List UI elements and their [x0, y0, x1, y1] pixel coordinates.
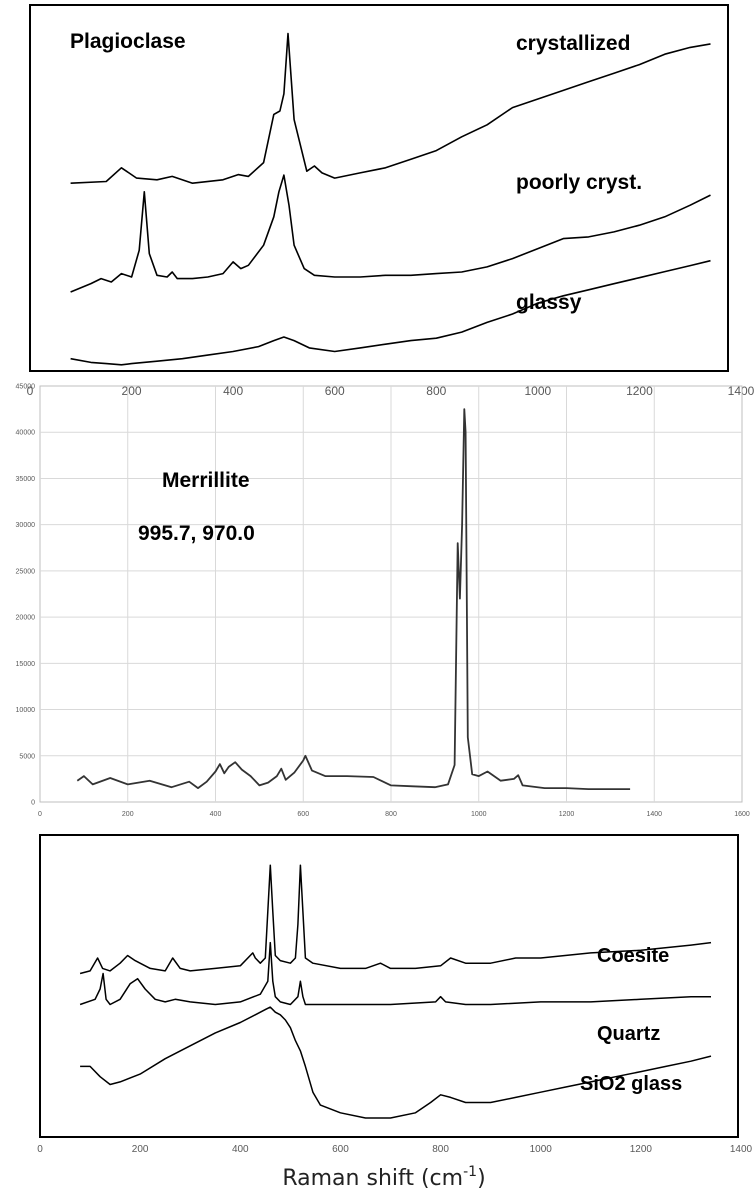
series-line-merrillite — [76, 408, 631, 790]
y-tick-label: 35000 — [16, 476, 36, 483]
x-tick-label: 1000 — [471, 811, 487, 818]
series-line-sio2-glass — [80, 1006, 712, 1119]
x-tick-label: 1000 — [530, 1144, 553, 1155]
x-axis-title-close: ) — [477, 1166, 486, 1191]
x-axis-title-sup: -1 — [463, 1164, 477, 1180]
plagioclase-plot-frame — [29, 4, 729, 372]
y-tick-label: 40000 — [16, 430, 36, 437]
series-line-crystallized — [70, 32, 711, 184]
x-tick-label: 200 — [122, 811, 134, 818]
y-tick-label: 30000 — [16, 522, 36, 529]
x-tick-label: 600 — [332, 1144, 349, 1155]
y-tick-label: 0 — [31, 800, 35, 807]
x-tick-label: 0 — [38, 811, 42, 818]
merrillite-series — [76, 408, 631, 790]
quartz-label: Quartz — [597, 1023, 660, 1045]
sio2-glass-label: SiO2 glass — [580, 1073, 682, 1095]
merrillite-panel: 0 200 400 600 800 1000 1200 1400 160005000100001… — [16, 384, 750, 819]
x-tick-label: 1200 — [559, 811, 575, 818]
sio2-series — [79, 864, 712, 1119]
y-tick-label: 25000 — [16, 568, 36, 575]
x-axis-title-main: Raman shift (cm — [282, 1166, 463, 1191]
y-tick-label: 15000 — [16, 661, 36, 668]
x-tick-label: 600 — [325, 384, 345, 398]
sio2-panel: 0 200 400 600 800 1000 1200 1400 Coesite Quartz… — [37, 834, 753, 1155]
x-tick-label: 800 — [426, 384, 446, 398]
x-tick-label: 800 — [385, 811, 397, 818]
x-tick-label: 200 — [132, 1144, 149, 1155]
plagioclase-series — [70, 32, 711, 366]
crystallized-label: crystallized — [516, 32, 630, 55]
plagioclase-label: Plagioclase — [70, 30, 186, 53]
x-tick-label: 400 — [223, 384, 243, 398]
poorly-cryst-label: poorly cryst. — [516, 171, 642, 194]
y-tick-label: 5000 — [19, 753, 35, 760]
series-line-coesite — [79, 864, 712, 975]
sio2-plot-frame — [39, 834, 739, 1138]
x-tick-label: 0 — [37, 1144, 43, 1155]
x-tick-label: 400 — [232, 1144, 249, 1155]
x-tick-label: 400 — [210, 811, 222, 818]
x-tick-label: 800 — [432, 1144, 449, 1155]
glassy-label: glassy — [516, 291, 582, 314]
x-tick-label: 0 — [27, 384, 34, 398]
x-tick-label: 1600 — [734, 811, 750, 818]
x-axis-title: Raman shift (cm-1) — [282, 1164, 485, 1191]
coesite-label: Coesite — [597, 945, 669, 967]
series-line-quartz — [79, 941, 711, 1006]
x-tick-label: 200 — [122, 384, 142, 398]
merrillite-label: Merrillite — [162, 469, 250, 492]
y-tick-label: 10000 — [16, 707, 36, 714]
y-tick-label: 45000 — [16, 384, 36, 391]
x-tick-label: 600 — [297, 811, 309, 818]
sio2-x-ticks: 0 200 400 600 800 1000 1200 1400 — [37, 1144, 752, 1155]
merrillite-peaks-label: 995.7, 970.0 — [138, 522, 255, 545]
plagioclase-panel: 0 200 400 600 800 1000 1200 1400 Plagioclase cr… — [27, 4, 755, 398]
merrillite-gridlines — [40, 386, 742, 802]
merrillite-ticks: 0 200 400 600 800 1000 1200 1400 160005000100001… — [16, 384, 750, 819]
y-tick-label: 20000 — [16, 615, 36, 622]
x-tick-label: 1400 — [730, 1144, 753, 1155]
plagioclase-x-ticks: 0 200 400 600 800 1000 1200 1400 — [27, 384, 755, 398]
x-tick-label: 1400 — [728, 384, 755, 398]
x-tick-label: 1200 — [626, 384, 653, 398]
x-tick-label: 1200 — [630, 1144, 653, 1155]
x-tick-label: 1400 — [646, 811, 662, 818]
series-line-poorly-cryst — [70, 174, 711, 293]
series-line-glassy — [70, 259, 711, 366]
x-tick-label: 1000 — [525, 384, 552, 398]
